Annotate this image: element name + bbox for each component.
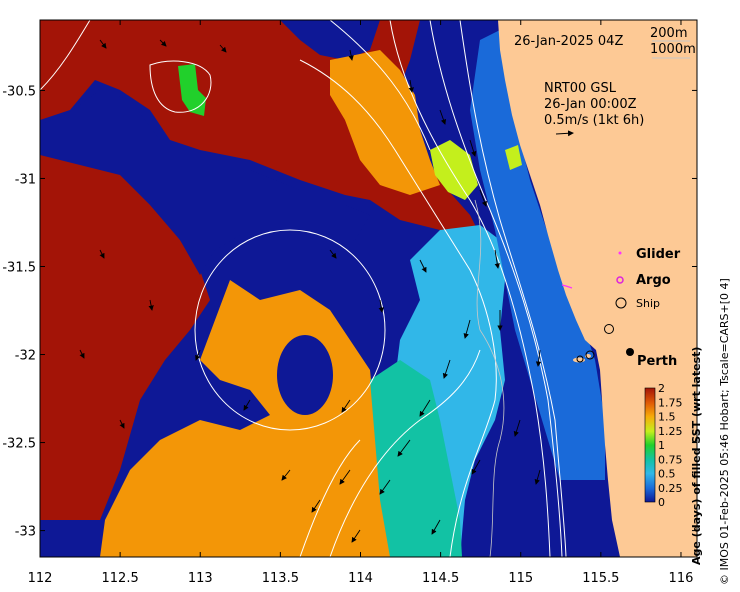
sst-region-teal xyxy=(370,360,462,557)
colorbar-tick-label: 1.5 xyxy=(658,411,676,424)
current-vectors xyxy=(79,39,542,543)
x-tick-label: 116 xyxy=(669,571,694,586)
contour-200m xyxy=(474,199,505,557)
x-tick-label: 115 xyxy=(508,571,533,586)
current-scale-arrow xyxy=(555,130,574,137)
glider-marker xyxy=(618,251,622,255)
map-field xyxy=(40,20,697,557)
ship-track-marker xyxy=(585,350,595,360)
x-tick-label: 113 xyxy=(188,571,213,586)
x-tick-label: 114 xyxy=(348,571,373,586)
colorbar-tick-label: 1.25 xyxy=(658,425,683,438)
y-tick-label: -32 xyxy=(15,349,36,364)
x-tick-label: 113.5 xyxy=(262,571,299,586)
ship-track-marker xyxy=(576,355,584,363)
sst-region-orange-north xyxy=(330,50,440,195)
platform-legend: Glider Argo Ship xyxy=(615,247,681,310)
plot-frame xyxy=(39,19,698,558)
x-tick-label: 114.5 xyxy=(422,571,459,586)
colorbar-tick-label: 0.75 xyxy=(658,453,683,466)
current-time-label: 26-Jan 00:00Z xyxy=(544,97,637,112)
x-tick-label: 112 xyxy=(28,571,53,586)
city-label: Perth xyxy=(637,354,677,369)
argo-label: Argo xyxy=(636,273,671,288)
argo-marker xyxy=(616,276,624,284)
depth-label-1000m: 1000m xyxy=(650,42,696,57)
sst-region-navy-west xyxy=(40,90,370,275)
colorbar-tick-label: 2 xyxy=(658,382,665,395)
ship-marker xyxy=(615,297,627,309)
sst-region-mid-blue xyxy=(470,30,605,480)
date-label: 26-Jan-2025 04Z xyxy=(514,34,623,49)
colorbar-tick-label: 0.25 xyxy=(658,482,683,495)
colorbar-tick-label: 1.75 xyxy=(658,396,683,409)
x-tick-label: 115.5 xyxy=(582,571,619,586)
sst-region-navy-eddy xyxy=(277,335,333,415)
ship-label: Ship xyxy=(636,297,660,310)
current-source-label: NRT00 GSL xyxy=(544,81,617,96)
x-tick-label: 112.5 xyxy=(102,571,139,586)
glider-label: Glider xyxy=(636,247,681,262)
sst-region-yellow-green-2 xyxy=(505,145,522,170)
credit-text: © IMOS 01-Feb-2025 05:46 Hobart; Tscale=… xyxy=(718,278,731,585)
colorbar-tick-label: 0.5 xyxy=(658,468,676,481)
sst-region-navy-north xyxy=(280,20,380,60)
sst-region-green xyxy=(178,64,206,116)
depth-label-200m: 200m xyxy=(650,26,687,41)
perth-marker xyxy=(626,348,634,356)
ship-track-marker xyxy=(604,324,614,334)
y-tick-label: -30.5 xyxy=(2,84,36,99)
y-tick-label: -31.5 xyxy=(2,260,36,275)
current-scale-label: 0.5m/s (1kt 6h) xyxy=(544,113,644,128)
colorbar-label: Age (days) of filled SST (wrt latest) xyxy=(690,347,703,565)
y-tick-label: -32.5 xyxy=(2,437,36,452)
x-axis: 112 112.5 113 113.5 114 114.5 115 115.5 116 xyxy=(28,20,694,586)
y-tick-label: -31 xyxy=(15,172,36,187)
colorbar-tick-label: 1 xyxy=(658,439,665,452)
y-tick-label: -33 xyxy=(15,525,36,540)
glider-track xyxy=(561,284,573,289)
colorbar xyxy=(644,387,656,503)
y-axis: -30.5 -31 -31.5 -32 -32.5 -33 xyxy=(2,84,697,540)
bathymetry-contours xyxy=(40,20,567,557)
colorbar-tick-label: 0 xyxy=(658,496,665,509)
